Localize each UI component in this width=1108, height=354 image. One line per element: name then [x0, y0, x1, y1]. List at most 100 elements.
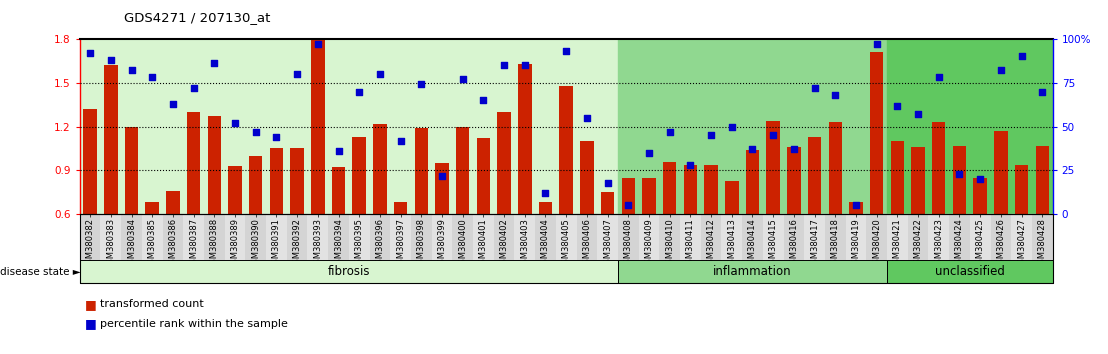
Bar — [249, 156, 263, 214]
Point — [516, 62, 534, 68]
Bar — [808, 137, 821, 214]
Bar — [519, 64, 532, 214]
Point — [164, 101, 182, 107]
Point — [350, 89, 368, 95]
Point — [495, 62, 513, 68]
Point — [806, 85, 823, 91]
Point — [536, 190, 554, 196]
Bar — [187, 112, 201, 214]
Point — [598, 180, 616, 185]
Text: unclassified: unclassified — [935, 265, 1005, 278]
Point — [1034, 89, 1051, 95]
Bar — [331, 167, 346, 214]
Bar — [414, 128, 428, 214]
Bar — [787, 147, 801, 214]
Point — [226, 120, 244, 126]
Point — [910, 112, 927, 117]
Bar — [622, 178, 635, 214]
Point — [619, 202, 637, 208]
Bar — [953, 145, 966, 214]
Bar — [888, 39, 1053, 214]
Bar — [974, 178, 987, 214]
Bar — [497, 112, 511, 214]
Text: GDS4271 / 207130_at: GDS4271 / 207130_at — [124, 11, 270, 24]
Bar — [746, 150, 759, 214]
Bar — [476, 138, 490, 214]
Point — [765, 132, 782, 138]
Bar — [352, 137, 366, 214]
Text: fibrosis: fibrosis — [328, 265, 370, 278]
Text: inflammation: inflammation — [714, 265, 792, 278]
Bar — [829, 122, 842, 214]
Bar — [891, 141, 904, 214]
Bar — [435, 163, 449, 214]
Point — [330, 148, 348, 154]
Bar — [80, 39, 618, 214]
Bar — [601, 192, 614, 214]
Bar — [912, 147, 925, 214]
Bar — [618, 39, 888, 214]
Bar — [581, 141, 594, 214]
Bar — [663, 161, 676, 214]
Point — [412, 82, 430, 87]
Bar — [393, 202, 408, 214]
Point — [309, 41, 327, 47]
Bar — [269, 148, 284, 214]
Point — [848, 202, 865, 208]
Bar — [125, 127, 138, 214]
Bar — [849, 202, 863, 214]
Point — [392, 138, 410, 143]
Point — [743, 147, 761, 152]
Bar — [456, 127, 470, 214]
Point — [102, 57, 120, 63]
Bar — [684, 165, 697, 214]
Point — [247, 129, 265, 135]
Point — [81, 50, 99, 56]
Bar — [1036, 145, 1049, 214]
Bar — [994, 131, 1007, 214]
Point — [267, 134, 285, 140]
Bar — [725, 181, 739, 214]
Point — [288, 71, 306, 77]
Point — [930, 75, 947, 80]
Point — [660, 129, 678, 135]
Point — [433, 173, 451, 178]
Bar — [83, 109, 96, 214]
Point — [578, 115, 596, 121]
Bar — [311, 40, 325, 214]
Text: disease state ►: disease state ► — [0, 267, 81, 277]
Text: transformed count: transformed count — [100, 299, 204, 309]
Point — [640, 150, 658, 156]
Bar — [207, 116, 220, 214]
Point — [702, 132, 720, 138]
Bar — [373, 124, 387, 214]
Bar — [560, 86, 573, 214]
Text: ■: ■ — [85, 298, 98, 311]
Point — [143, 75, 161, 80]
Bar — [767, 121, 780, 214]
Point — [889, 103, 906, 108]
Point — [827, 92, 844, 98]
Bar — [870, 52, 883, 214]
Point — [557, 48, 575, 54]
Point — [951, 171, 968, 177]
Bar — [1015, 165, 1028, 214]
Bar — [228, 166, 242, 214]
Point — [205, 61, 223, 66]
Point — [474, 97, 492, 103]
Bar — [166, 191, 179, 214]
Bar — [145, 202, 158, 214]
Point — [123, 68, 141, 73]
Point — [454, 76, 472, 82]
Point — [868, 41, 885, 47]
Bar — [932, 122, 945, 214]
Bar — [705, 165, 718, 214]
Point — [722, 124, 740, 130]
Bar — [290, 148, 304, 214]
Point — [681, 162, 699, 168]
Point — [185, 85, 203, 91]
Bar — [643, 178, 656, 214]
Bar — [104, 65, 117, 214]
Point — [784, 147, 802, 152]
Bar — [538, 202, 552, 214]
